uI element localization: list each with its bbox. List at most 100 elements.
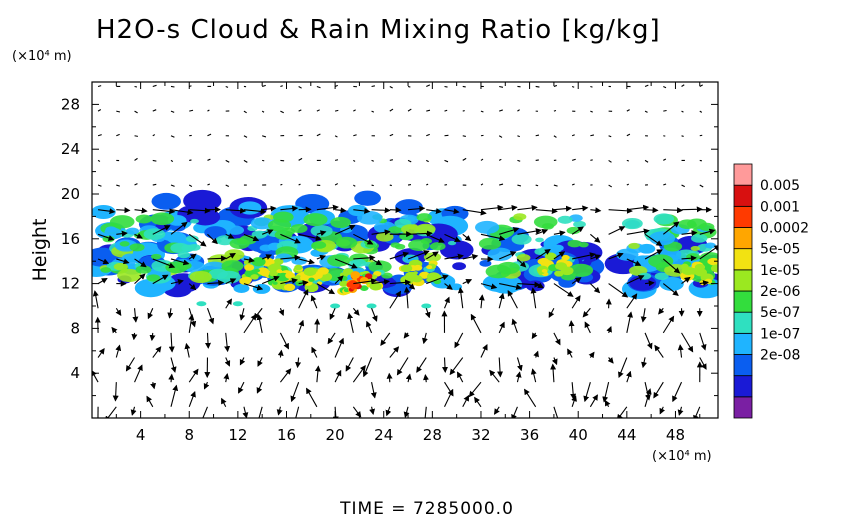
wind-vectors <box>92 84 718 418</box>
wind-vector <box>389 279 412 286</box>
cloud-core <box>411 275 423 283</box>
wind-vector <box>480 110 484 113</box>
cloud-core <box>273 258 284 266</box>
cloud-cell <box>177 251 190 259</box>
cloud-speck <box>366 303 377 309</box>
wind-vector <box>602 382 610 403</box>
colorbar: 0.005 0.001 0.0002 5e-05 1e-05 2e-06 5e-07 1e-0… <box>733 163 809 419</box>
wind-vector <box>590 134 595 137</box>
cloud-cell <box>516 254 531 262</box>
wind-vector <box>280 85 283 88</box>
wind-vector <box>168 332 175 353</box>
wind-vector <box>663 207 684 214</box>
wind-vector <box>499 109 503 112</box>
wind-vector <box>699 110 703 113</box>
wind-vector <box>152 225 171 235</box>
chart-title: H2O-s Cloud & Rain Mixing Ratio [kg/kg] <box>96 15 661 45</box>
wind-vector <box>426 274 449 285</box>
wind-vector <box>548 307 555 319</box>
wind-vector <box>553 251 566 260</box>
colorbar-label: 1e-07 <box>760 326 800 342</box>
wind-vector <box>147 308 154 320</box>
cloud-cell <box>690 246 700 252</box>
wind-vector <box>257 357 263 367</box>
wind-vector <box>699 244 718 260</box>
cloud-cell <box>439 240 474 260</box>
wind-vector <box>353 134 357 137</box>
wind-vector <box>425 251 439 260</box>
wind-vector <box>468 381 482 398</box>
wind-vector <box>207 109 210 112</box>
wind-vector <box>243 135 248 138</box>
wind-vector <box>371 278 391 285</box>
cloud-cell <box>401 224 420 235</box>
cloud-cell <box>100 267 112 273</box>
wind-vector <box>653 381 664 399</box>
wind-vector <box>170 110 175 113</box>
colorbar-label: 0.001 <box>760 199 800 215</box>
wind-vector <box>277 349 284 358</box>
wind-vector <box>184 342 191 358</box>
colorbar-label: 0.005 <box>760 178 800 194</box>
cloud-cell <box>416 213 432 222</box>
wind-vector <box>243 110 247 114</box>
wind-vector <box>498 135 503 138</box>
wind-vector <box>242 406 249 418</box>
cloud-core <box>426 278 433 283</box>
cloud-core <box>283 283 296 292</box>
wind-vector <box>278 308 285 317</box>
wind-vector <box>353 207 371 214</box>
wind-vector <box>407 205 426 212</box>
wind-vector <box>493 406 500 415</box>
wind-vector <box>130 406 137 416</box>
cloud-cell <box>578 242 589 248</box>
wind-vector <box>499 183 504 186</box>
wind-vector <box>389 206 402 213</box>
y-tick-label: 12 <box>61 275 80 293</box>
wind-vector <box>644 110 648 113</box>
wind-vector <box>553 135 557 138</box>
cloud-cell <box>226 225 245 235</box>
wind-vector <box>224 357 231 367</box>
wind-vector <box>571 158 576 161</box>
colorbar-swatch <box>733 311 753 334</box>
wind-vector <box>571 226 584 235</box>
wind-vector <box>426 208 442 215</box>
cloud-cell <box>113 262 128 271</box>
wind-vector <box>403 286 410 309</box>
cloud-core <box>710 264 718 273</box>
wind-vector <box>389 251 410 260</box>
cloud-speck <box>196 301 207 307</box>
wind-vector <box>134 183 138 186</box>
cloud-cell <box>290 223 308 234</box>
wind-vector <box>517 258 527 268</box>
wind-vector <box>470 313 482 334</box>
wind-vector <box>626 275 645 285</box>
wind-vector <box>221 397 227 408</box>
wind-vector <box>371 229 391 236</box>
wind-vector <box>207 133 212 137</box>
cloud-cell <box>238 201 262 215</box>
wind-vector <box>681 255 697 262</box>
cloud-cell <box>447 240 457 246</box>
wind-vector <box>517 281 541 288</box>
cloud-cell <box>452 262 467 271</box>
wind-vector <box>332 406 339 418</box>
wind-vector <box>132 308 139 323</box>
wind-vector <box>253 307 263 320</box>
wind-vector <box>170 384 179 407</box>
wind-vector <box>170 278 184 285</box>
wind-vector <box>444 159 449 163</box>
wind-vector <box>626 293 638 309</box>
colorbar-swatch <box>733 269 753 292</box>
wind-vector <box>353 159 356 162</box>
wind-vector <box>170 209 194 216</box>
wind-vector <box>590 233 601 243</box>
wind-vector <box>369 406 376 416</box>
wind-vector <box>626 311 633 333</box>
cloud-cell <box>487 247 513 262</box>
colorbar-label: 5e-05 <box>760 242 800 258</box>
cloud-cell <box>117 268 142 282</box>
cloud-core <box>426 265 433 270</box>
wind-vector <box>170 357 177 373</box>
